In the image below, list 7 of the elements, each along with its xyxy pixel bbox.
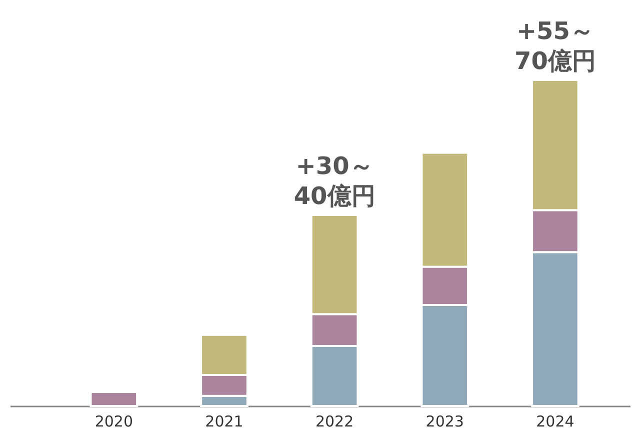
x-tick-label: 2024 — [536, 412, 574, 430]
x-tick-label: 2021 — [205, 412, 244, 430]
annotation: +30～ 40億円 — [294, 152, 376, 210]
annotation: +55～ 70億円 — [514, 17, 596, 75]
x-tick-label: 2023 — [426, 412, 464, 430]
x-tick-label: 2022 — [315, 412, 354, 430]
x-tick-label: 2020 — [94, 412, 134, 430]
